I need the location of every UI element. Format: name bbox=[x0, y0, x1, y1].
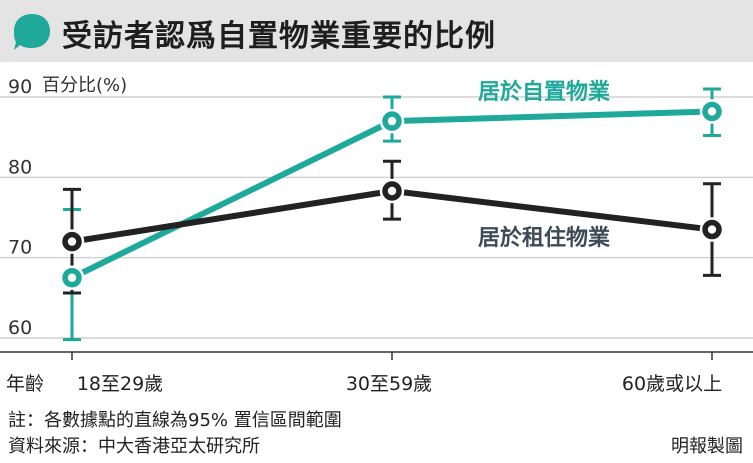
data-point-center bbox=[707, 225, 717, 234]
source-note: 資料來源：中大香港亞太研究所 bbox=[8, 436, 260, 457]
x-tick-label: 60歲或以上 bbox=[622, 373, 722, 395]
y-tick-label: 80 bbox=[8, 156, 32, 178]
series-label-renter: 居於租住物業 bbox=[478, 225, 611, 251]
chart-labels: 60 70 80 90 百分比(%) 年齡 18至29歲 30至59歲 60歲或以上 居於自置物業… bbox=[6, 75, 722, 395]
x-axis-label: 年齡 bbox=[6, 373, 44, 395]
data-point-center bbox=[67, 237, 77, 246]
data-point-center bbox=[67, 273, 77, 282]
speech-bubble-icon bbox=[14, 14, 50, 50]
series-label-owner: 居於自置物業 bbox=[478, 79, 611, 105]
x-tick-label: 18至29歲 bbox=[77, 373, 163, 395]
gridlines bbox=[0, 96, 753, 339]
graphic-credit: 明報製圖 bbox=[671, 436, 743, 457]
x-axis bbox=[0, 351, 753, 360]
title-bar: 受訪者認爲自置物業重要的比例 bbox=[0, 0, 753, 62]
data-point-center bbox=[707, 107, 717, 116]
data-point-center bbox=[387, 116, 397, 126]
y-tick-label: 60 bbox=[8, 317, 32, 339]
y-axis-label: 百分比(%) bbox=[42, 75, 127, 96]
y-tick-label: 70 bbox=[8, 237, 32, 259]
ci-note: 註：各數據點的直線為95% 置信區間範圍 bbox=[8, 410, 342, 431]
line-chart: 60 70 80 90 百分比(%) 年齡 18至29歲 30至59歲 60歲或以上 居於自置物業… bbox=[0, 75, 753, 395]
x-tick-label: 30至59歲 bbox=[346, 373, 432, 395]
chart-title: 受訪者認爲自置物業重要的比例 bbox=[62, 19, 496, 54]
y-tick-label: 90 bbox=[8, 76, 32, 98]
data-point-center bbox=[387, 186, 397, 196]
series-layer bbox=[59, 87, 725, 342]
